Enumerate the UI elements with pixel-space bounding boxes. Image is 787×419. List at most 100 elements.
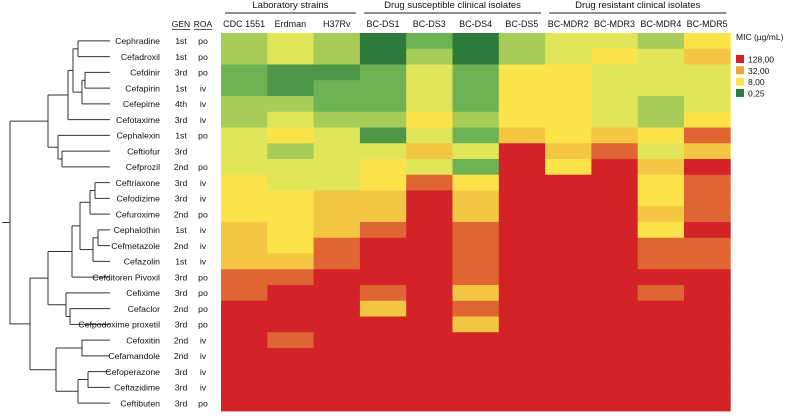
heatmap-cell: [591, 127, 639, 144]
heatmap-cell: [313, 80, 361, 97]
heatmap-cell: [637, 33, 685, 50]
heatmap-cell: [637, 363, 685, 380]
heatmap-cell: [498, 348, 546, 365]
heatmap-cell: [591, 316, 639, 333]
heatmap-cell: [267, 174, 314, 191]
heatmap-cell: [359, 33, 407, 50]
heatmap-cell: [221, 64, 268, 81]
heatmap-cell: [406, 33, 453, 50]
heatmap-cell: [498, 222, 546, 239]
heatmap-cell: [545, 348, 592, 365]
heatmap-cell: [406, 48, 453, 65]
heatmap-cell: [545, 174, 592, 191]
heatmap-cell: [452, 143, 500, 160]
heatmap-cell: [221, 143, 268, 160]
route-label: po: [198, 288, 208, 298]
heatmap-cell: [313, 127, 361, 144]
route-label: iv: [200, 83, 207, 93]
drug-label: Cefaclor: [128, 304, 160, 314]
heatmap-cell: [637, 111, 685, 128]
generation-label: 3rd: [175, 288, 188, 298]
heatmap-cell: [452, 33, 500, 50]
heatmap-cell: [452, 80, 500, 97]
heatmap-cell: [359, 300, 407, 317]
heatmap-cell: [591, 237, 639, 254]
heatmap-cell: [359, 64, 407, 81]
heatmap-cell: [591, 80, 639, 97]
heatmap-cell: [313, 159, 361, 176]
heatmap-cell: [221, 237, 268, 254]
heatmap-cell: [545, 332, 592, 349]
heatmap-cell: [545, 285, 592, 302]
route-label: iv: [200, 115, 207, 125]
heatmap-cell: [684, 127, 731, 144]
heatmap-cell: [637, 237, 685, 254]
heatmap-cell: [591, 159, 639, 176]
drug-label: Ceftiofur: [127, 146, 160, 156]
heatmap-cell: [267, 33, 314, 50]
heatmap-cell: [359, 332, 407, 349]
heatmap-cell: [498, 80, 546, 97]
heatmap-cell: [406, 363, 453, 380]
heatmap-cell: [406, 222, 453, 239]
generation-label: 2nd: [174, 162, 189, 172]
route-label: iv: [200, 194, 207, 204]
heatmap-cell: [267, 159, 314, 176]
heatmap-cell: [359, 80, 407, 97]
heatmap-cell: [498, 300, 546, 317]
heatmap-cell: [591, 363, 639, 380]
heatmap-cell: [359, 143, 407, 160]
heatmap-cell: [267, 316, 314, 333]
heatmap-cell: [406, 174, 453, 191]
heatmap-cell: [637, 143, 685, 160]
drug-label: Cefprozil: [126, 162, 160, 172]
heatmap-cell: [498, 33, 546, 50]
heatmap-cell: [221, 316, 268, 333]
heatmap-cell: [221, 127, 268, 144]
heatmap-cell: [267, 395, 314, 412]
heatmap-cell: [637, 253, 685, 270]
route-label: po: [198, 320, 208, 330]
generation-label: 2nd: [174, 241, 189, 251]
heatmap-cell: [406, 111, 453, 128]
heatmap-cell: [406, 206, 453, 223]
heatmap-cell: [684, 159, 731, 176]
heatmap-cell: [406, 190, 453, 207]
row-dendrogram: [2, 40, 110, 404]
heatmap-cell: [545, 127, 592, 144]
route-label: iv: [200, 367, 207, 377]
heatmap-cell: [406, 348, 453, 365]
column-label: BC-DS5: [505, 19, 538, 29]
heatmap-cell: [545, 111, 592, 128]
heatmap-cell: [313, 174, 361, 191]
route-label: iv: [200, 99, 207, 109]
legend-label: 8,00: [748, 77, 765, 87]
generation-label: 1st: [175, 257, 187, 267]
heatmap-cell: [406, 237, 453, 254]
generation-label: 3rd: [175, 146, 188, 156]
drug-label: Cephalexin: [117, 131, 161, 141]
heatmap-cell: [591, 332, 639, 349]
heatmap-cell: [359, 48, 407, 65]
heatmap-cell: [498, 253, 546, 270]
heatmap-cell: [591, 300, 639, 317]
heatmap-cell: [313, 285, 361, 302]
heatmap-cell: [498, 316, 546, 333]
heatmap-cell: [452, 332, 500, 349]
heatmap-cell: [452, 64, 500, 81]
heatmap-cell: [637, 80, 685, 97]
heatmap-cell: [313, 33, 361, 50]
heatmap-cell: [452, 316, 500, 333]
heatmap-cell: [637, 96, 685, 113]
heatmap-cell: [684, 269, 731, 286]
heatmap-cell: [267, 64, 314, 81]
heatmap-cell: [267, 269, 314, 286]
column-labels: CDC 1551 Erdman H37Rv BC-DS1 BC-DS3 BC-DS4 BC-…: [223, 19, 727, 29]
heatmap-cell: [591, 348, 639, 365]
legend-swatch: [736, 55, 744, 63]
heatmap-cell: [406, 395, 453, 412]
heatmap-cell: [359, 253, 407, 270]
heatmap-cell: [221, 174, 268, 191]
heatmap-cell: [359, 222, 407, 239]
heatmap-cell: [406, 316, 453, 333]
